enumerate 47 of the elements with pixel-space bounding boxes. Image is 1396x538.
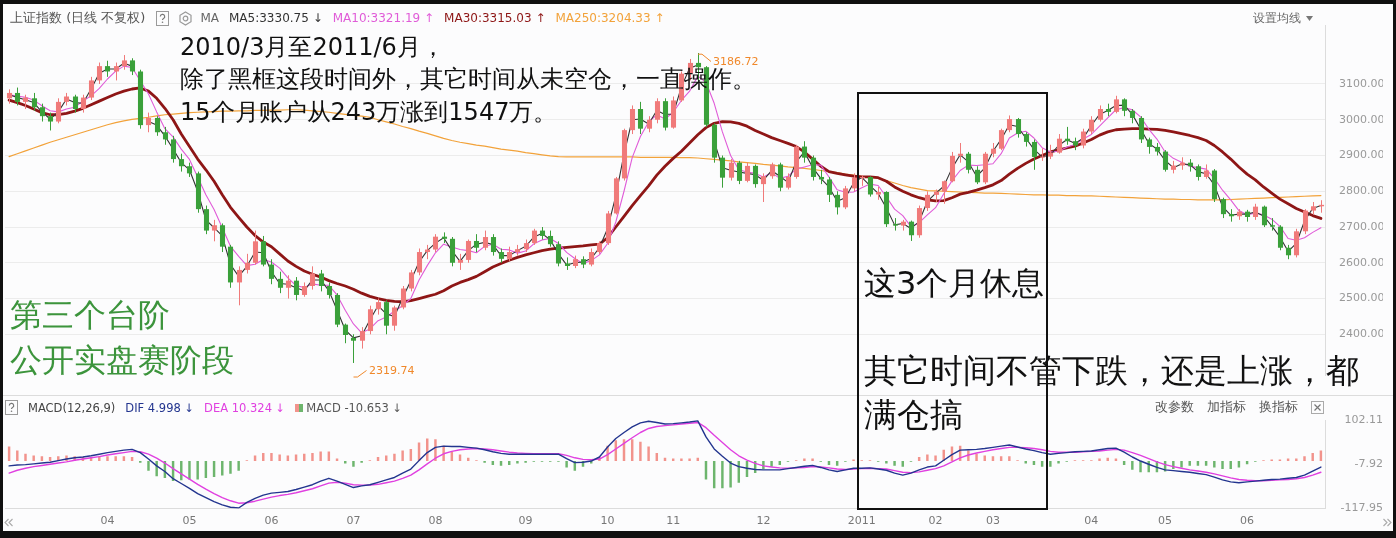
- x-tick-label: 04: [1084, 513, 1099, 527]
- annotation: 设置均线: [1253, 10, 1301, 27]
- y-tick-label: -117.95: [1340, 501, 1383, 515]
- x-tick-label: 12: [756, 513, 771, 527]
- x-tick-label: 04: [100, 513, 115, 527]
- annotation: 3186.72: [713, 55, 759, 68]
- y-tick-label: 102.11: [1344, 412, 1383, 426]
- annotation: 这3个月休息: [864, 264, 1045, 302]
- y-tick-label: 2600.00: [1339, 255, 1385, 269]
- annotation: 满仓搞: [864, 394, 963, 436]
- text: 改参数: [1155, 399, 1194, 416]
- x-tick-label: 2011: [847, 513, 876, 527]
- annotation: 公开实盘赛阶段: [10, 341, 234, 379]
- x-tick-label: 05: [182, 513, 197, 527]
- annotation: 2319.74: [369, 363, 415, 377]
- text: DIF 4.998 ↓: [125, 400, 195, 415]
- x-tick-label: 07: [346, 513, 361, 527]
- y-tick-label: -7.92: [1354, 457, 1383, 471]
- y-tick-label: 2900.00: [1339, 148, 1385, 162]
- text: MA30:3315.03 ↑: [444, 11, 546, 25]
- x-tick-label: 10: [600, 513, 615, 527]
- x-tick-label: 09: [518, 513, 533, 527]
- y-tick-label: 2500.00: [1339, 291, 1385, 305]
- legend-label: MACD -10.653 ↓: [305, 400, 403, 415]
- x-tick-label: 08: [428, 513, 443, 527]
- text: MA5:3330.75 ↓: [228, 11, 323, 25]
- x-tick-label: 03: [985, 513, 1000, 527]
- text: DEA 10.324 ↓: [204, 400, 286, 415]
- y-tick-label: 3000.00: [1339, 112, 1385, 126]
- y-tick-label: 2700.00: [1339, 219, 1385, 233]
- chart-title: MACD(12,26,9): [28, 400, 116, 415]
- text: 加指标: [1207, 399, 1246, 416]
- text: MA10:3321.19 ↑: [332, 11, 435, 25]
- x-tick-label: 06: [1240, 513, 1255, 527]
- y-tick-label: 2400.00: [1339, 327, 1385, 341]
- x-tick-label: 05: [1158, 513, 1173, 527]
- x-tick-label: 11: [666, 513, 681, 527]
- y-tick-label: 2800.00: [1339, 184, 1385, 198]
- y-tick-label: 3100.00: [1339, 76, 1385, 90]
- annotation: 2010/3月至2011/6月，: [180, 33, 445, 61]
- legend-title: MA: [200, 11, 219, 25]
- annotation: 第三个台阶: [10, 296, 170, 334]
- x-tick-label: 02: [928, 513, 943, 527]
- x-tick-label: 06: [264, 513, 279, 527]
- text: MA250:3204.33 ↑: [555, 11, 665, 25]
- chart-title: 上证指数 (日线 不复权): [10, 9, 146, 27]
- text: 换指标: [1259, 399, 1298, 416]
